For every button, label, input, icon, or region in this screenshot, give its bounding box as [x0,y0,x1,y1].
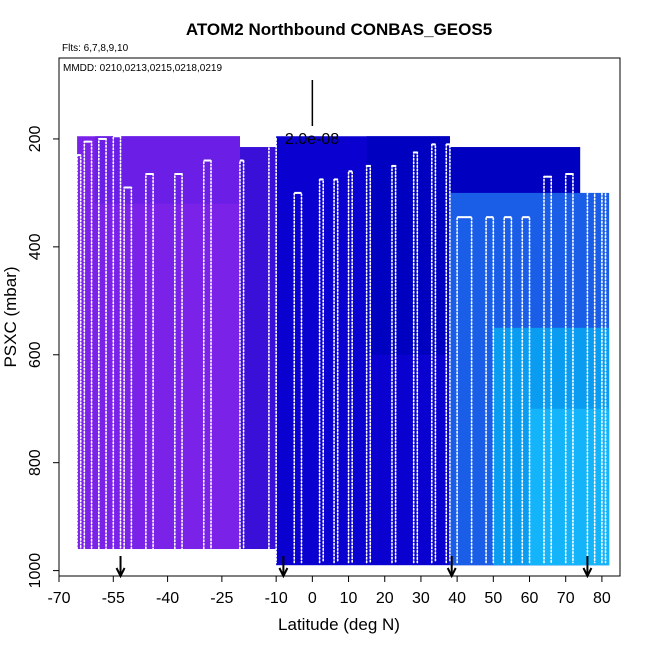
flight-profile-21 [503,216,513,564]
flight-profiles [76,135,607,564]
y-tick-label-2: 600 [27,341,44,368]
flight-profile-19 [456,216,473,564]
y-tick-label-3: 800 [27,449,44,476]
x-tick-label-3: -25 [210,590,233,607]
plot-frame [58,57,621,577]
flight-profile-16 [412,151,419,564]
flight-profile-20 [485,216,495,564]
dates-note: MMDD: 0210,0213,0215,0218,0219 [63,63,222,74]
x-tick-label-8: 30 [412,590,430,607]
y-tick-label-4: 1000 [27,553,44,589]
x-axis: -70 -55 -40 -25 -10 0 10 20 30 40 50 60 70 80 [47,576,611,607]
x-tick-label-0: -70 [47,590,70,607]
field-block-1 [95,136,240,204]
field-block-8 [529,408,610,566]
x-tick-label-2: -40 [156,590,179,607]
x-axis-label: Latitude (deg N) [278,615,400,634]
y-axis: 200 400 600 800 1000 [27,125,59,588]
x-tick-label-12: 70 [557,590,575,607]
flights-note: Flts: 6,7,8,9,10 [62,43,129,54]
y-tick-label-1: 400 [27,233,44,260]
x-tick-label-13: 80 [593,590,611,607]
x-tick-label-9: 40 [448,590,466,607]
chart-title: ATOM2 Northbound CONBAS_GEOS5 [186,20,492,39]
x-tick-label-1: -55 [102,590,125,607]
scale-label: 2.0e-08 [285,131,339,148]
flight-profile-22 [521,216,531,564]
x-tick-label-4: -10 [265,590,288,607]
x-tick-label-7: 20 [376,590,394,607]
flight-profile-26 [601,186,607,564]
y-tick-label-0: 200 [27,125,44,152]
field-block-4 [366,136,450,355]
x-tick-label-11: 60 [521,590,539,607]
x-tick-label-10: 50 [484,590,502,607]
y-axis-label: PSXC (mbar) [1,266,20,367]
x-tick-label-6: 10 [340,590,358,607]
x-tick-label-5: 0 [308,590,317,607]
field-block-0 [77,136,240,550]
plot-area [76,80,610,579]
